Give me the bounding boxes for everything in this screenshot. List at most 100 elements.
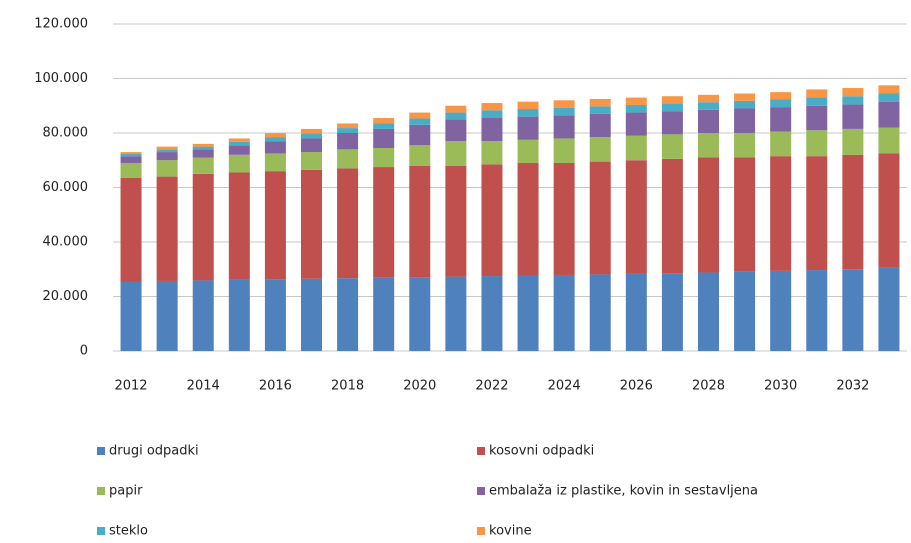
bar-segment <box>120 152 142 154</box>
legend-swatch <box>477 527 485 535</box>
bar-segment <box>445 165 467 277</box>
bar-segment <box>770 107 792 132</box>
bar-segment <box>156 280 178 351</box>
bar-segment <box>842 96 864 105</box>
bar-segment <box>373 123 395 129</box>
bar-segment <box>409 124 431 146</box>
bar-segment <box>228 172 250 280</box>
legend-label: embalaža iz plastike, kovin in sestavlje… <box>489 484 758 499</box>
bar-segment <box>373 167 395 278</box>
bar-segment <box>228 141 250 146</box>
bar-segment <box>517 275 539 351</box>
bar-segment <box>553 115 575 139</box>
bar-segment <box>373 128 395 148</box>
bar-segment <box>228 154 250 173</box>
bar-segment <box>409 112 431 119</box>
bar-segment <box>698 157 719 273</box>
bar-segment <box>264 141 286 154</box>
bar-segment <box>264 279 286 351</box>
bar-segment <box>553 138 575 163</box>
bar-segment <box>625 135 647 161</box>
bar-segment <box>264 137 286 142</box>
bar-segment <box>192 173 214 281</box>
x-tick-label: 2020 <box>403 379 436 394</box>
bar-segment <box>589 106 611 114</box>
bar-segment <box>734 271 756 351</box>
bar-segment <box>553 100 575 108</box>
y-tick-label: 120.000 <box>34 17 88 32</box>
legend-swatch <box>97 487 105 495</box>
bar-segment <box>156 149 178 153</box>
bar-segment <box>553 274 575 351</box>
bar-segment <box>337 128 359 133</box>
bar-segment <box>770 270 792 351</box>
bar-segment <box>770 156 792 271</box>
legend-label: kovine <box>489 524 532 539</box>
bar-segment <box>553 107 575 116</box>
y-tick-label: 20.000 <box>43 289 89 304</box>
bar-segment <box>373 277 395 351</box>
bar-segment <box>625 112 647 136</box>
bar-segment <box>842 269 864 351</box>
bar-segment <box>517 109 539 117</box>
bar-segment <box>264 171 286 280</box>
legend-label: papir <box>109 484 143 499</box>
bar-segment <box>120 153 142 157</box>
bar-segment <box>337 149 359 169</box>
legend-label: steklo <box>109 524 148 539</box>
bar-segment <box>301 152 322 170</box>
bar-segment <box>120 177 142 282</box>
x-tick-label: 2016 <box>259 379 292 394</box>
x-tick-label: 2030 <box>764 379 797 394</box>
bar-segment <box>842 154 864 270</box>
bar-segment <box>878 153 900 268</box>
bar-segment <box>878 127 900 154</box>
bar-segment <box>589 137 611 162</box>
legend-label: kosovni odpadki <box>489 444 594 459</box>
x-tick-label: 2022 <box>475 379 508 394</box>
bar-segment <box>373 147 395 168</box>
bar-segment <box>337 168 359 279</box>
bar-segment <box>878 85 900 94</box>
bar-segment <box>409 277 431 351</box>
x-tick-label: 2014 <box>187 379 220 394</box>
bar-segment <box>481 141 503 165</box>
bar-segment <box>661 273 683 351</box>
bar-segment <box>734 93 756 101</box>
bar-segment <box>661 96 683 104</box>
bar-segment <box>734 108 756 133</box>
bar-segment <box>409 145 431 166</box>
bar-segment <box>192 280 214 351</box>
bar-segment <box>806 105 828 131</box>
bar-segment <box>878 267 900 351</box>
x-tick-label: 2026 <box>620 379 653 394</box>
bar-segment <box>445 105 467 113</box>
bar-segment <box>481 118 503 142</box>
bar-segment <box>445 119 467 142</box>
bar-segment <box>517 139 539 163</box>
bar-segment <box>156 152 178 161</box>
bar-segment <box>589 113 611 138</box>
bar-segment <box>156 146 178 150</box>
bar-segment <box>625 104 647 113</box>
bar-segment <box>878 101 900 128</box>
legend-label: drugi odpadki <box>109 444 199 459</box>
y-tick-label: 100.000 <box>34 71 88 86</box>
bar-segment <box>698 272 719 351</box>
bar-segment <box>156 160 178 177</box>
y-tick-label: 40.000 <box>43 235 89 250</box>
bar-segment <box>481 103 503 111</box>
bar-segment <box>120 156 142 163</box>
bar-segment <box>264 133 286 138</box>
bar-segment <box>301 133 322 139</box>
bar-segment <box>409 118 431 125</box>
bar-segment <box>878 93 900 102</box>
y-tick-label: 0 <box>80 344 88 359</box>
bar-segment <box>661 111 683 135</box>
bar-segment <box>301 278 322 351</box>
bar-segment <box>625 273 647 351</box>
bar-segment <box>337 133 359 150</box>
bar-segment <box>192 143 214 147</box>
bar-segment <box>842 88 864 97</box>
y-tick-label: 60.000 <box>43 180 89 195</box>
